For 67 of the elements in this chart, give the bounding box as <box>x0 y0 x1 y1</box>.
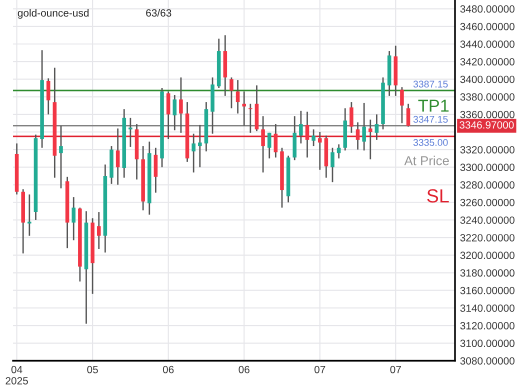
ref-line-label: TP1 <box>418 100 449 112</box>
y-tick-label: 3440.00000 <box>460 40 514 48</box>
y-tick-label: 3180.00000 <box>460 269 514 277</box>
candlestick <box>128 117 132 148</box>
y-tick-label: 3400.00000 <box>460 76 514 84</box>
y-tick-label: 3080.00000 <box>460 357 514 365</box>
candlestick <box>248 103 252 134</box>
candlestick <box>59 125 63 189</box>
candlestick <box>236 79 240 114</box>
x-tick-label: 06 <box>162 366 174 374</box>
y-tick-label: 3380.00000 <box>460 93 514 101</box>
candlestick <box>305 111 310 158</box>
x-tick-label: 04 2025 <box>6 366 28 384</box>
y-tick-label: 3120.00000 <box>460 322 514 330</box>
candlestick <box>116 128 120 186</box>
y-tick-label: 3100.00000 <box>460 340 514 348</box>
candlestick <box>198 124 202 168</box>
y-tick-label: 3280.00000 <box>460 181 514 189</box>
ref-line-label: SL <box>427 189 449 203</box>
candlestick <box>374 114 379 141</box>
y-tick-label: 3300.00000 <box>460 164 514 172</box>
candlestick <box>172 94 177 131</box>
candlestick <box>330 147 334 183</box>
candlestick <box>368 118 372 160</box>
annotation: 3387.15 <box>413 80 448 88</box>
annotation: 3335.00 <box>413 139 448 146</box>
candlestick <box>28 194 32 236</box>
y-tick-label: 3140.00000 <box>460 304 514 312</box>
candlestick <box>267 132 272 160</box>
text: 3346.97000 <box>460 121 514 129</box>
y-tick-label: 3420.00000 <box>460 58 514 66</box>
text: 63/63 <box>146 9 172 17</box>
candlestick <box>400 86 404 124</box>
annotation: 3347.15 <box>413 116 448 123</box>
x-tick-label: 07 <box>314 366 326 374</box>
candlestick <box>96 211 101 250</box>
candlestick <box>362 102 366 152</box>
y-tick-label: 3160.00000 <box>460 286 514 294</box>
x-tick-label: 06 <box>238 366 250 374</box>
candlestick <box>406 103 410 128</box>
candlestick <box>230 76 234 109</box>
x-tick-label: 07 <box>390 366 401 374</box>
candlestick <box>46 78 50 116</box>
candlestick <box>179 76 183 134</box>
candlestick <box>72 196 76 241</box>
candlestick <box>312 128 316 147</box>
candlestick <box>242 90 246 127</box>
y-tick-label: 3260.00000 <box>460 198 514 206</box>
text: gold-ounce-usd <box>18 9 89 19</box>
y-tick-label: 3480.00000 <box>460 5 514 13</box>
candlestick <box>154 147 158 194</box>
candlestick <box>192 133 196 174</box>
y-tick-label: 3200.00000 <box>460 252 514 260</box>
candlestick <box>261 115 265 174</box>
candlestick <box>274 123 278 158</box>
y-tick-label: 3220.00000 <box>460 234 514 242</box>
y-tick-label: 3320.00000 <box>460 146 514 154</box>
y-tick-label: 3360.00000 <box>460 110 514 118</box>
candlestick <box>350 101 354 134</box>
candlestick <box>166 90 170 140</box>
candlestick <box>318 131 322 171</box>
x-tick-label: 05 <box>87 366 98 374</box>
candlestick <box>299 110 303 144</box>
candlestick <box>356 122 360 150</box>
y-tick-label: 3240.00000 <box>460 216 514 224</box>
y-tick-label: 3460.00000 <box>460 22 514 30</box>
ref-line-label: At Price <box>404 156 449 166</box>
